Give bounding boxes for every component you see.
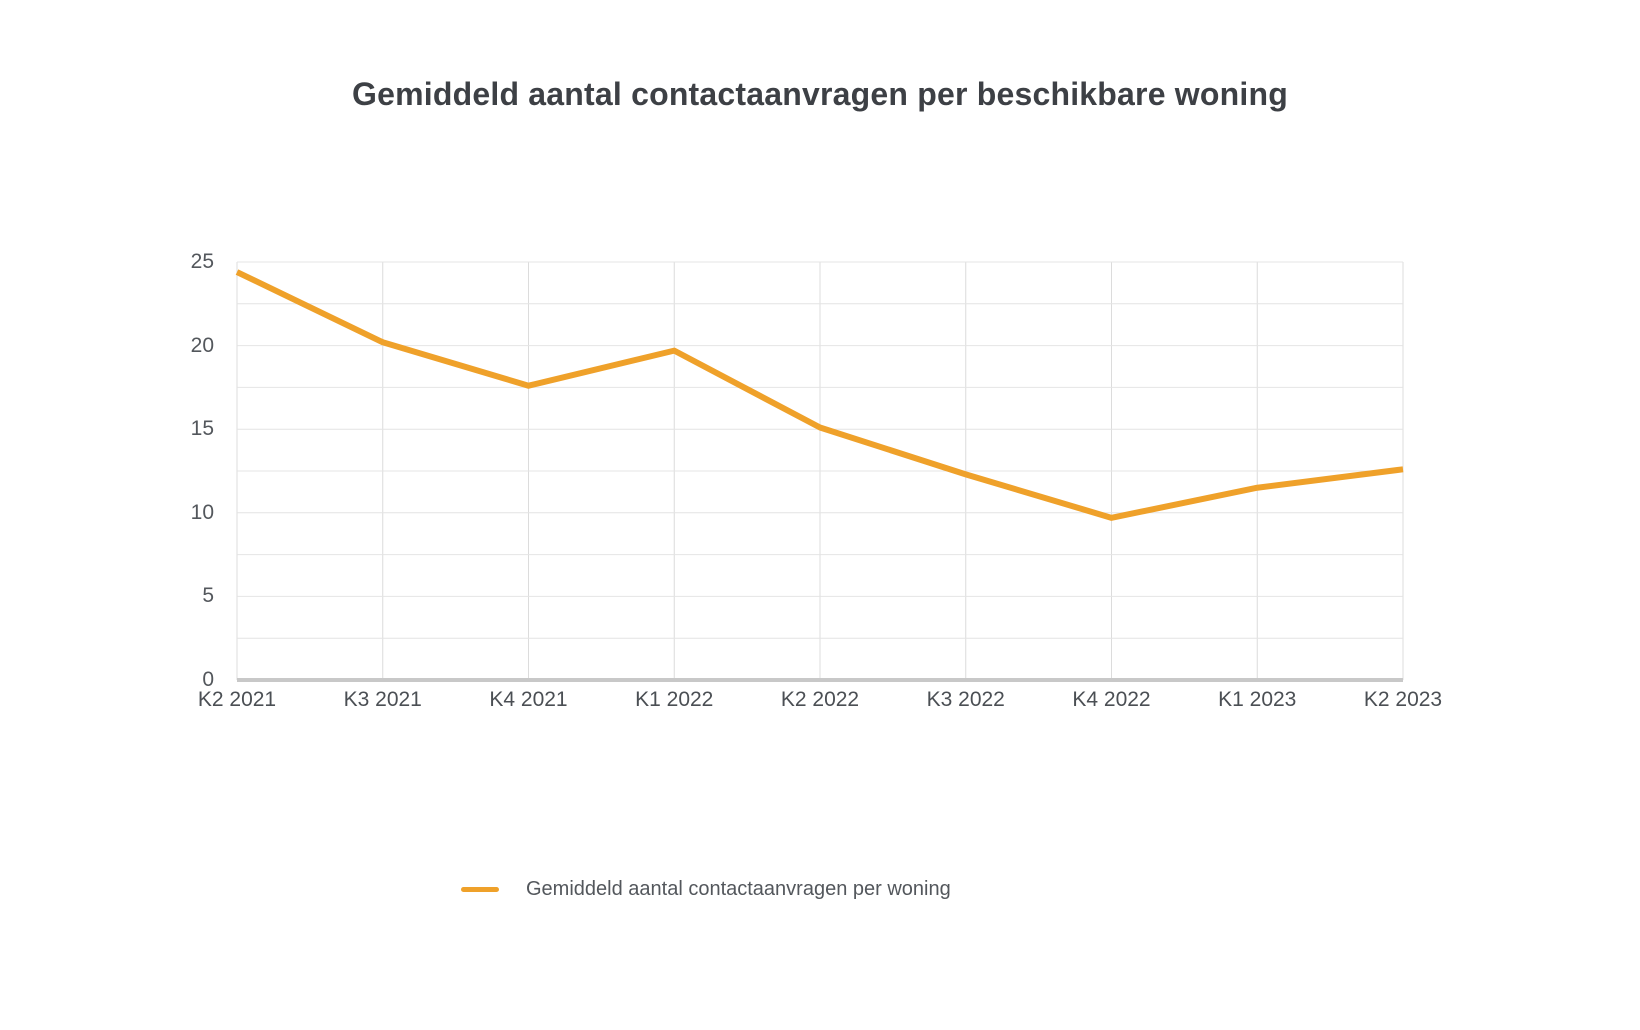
- x-axis-label: K3 2021: [343, 688, 422, 711]
- x-axis-label: K2 2023: [1363, 688, 1443, 711]
- x-axis-label: K2 2022: [780, 688, 860, 711]
- x-axis-label: K1 2023: [1218, 688, 1297, 711]
- y-axis-label: 20: [190, 333, 214, 357]
- y-axis-label: 0: [202, 668, 214, 691]
- legend-label: Gemiddeld aantal contactaanvragen per wo…: [526, 878, 951, 900]
- x-axis-label: K4 2021: [489, 688, 568, 711]
- chart-title: Gemiddeld aantal contactaanvragen per be…: [352, 76, 1288, 112]
- x-axis-label: K1 2022: [635, 688, 714, 711]
- y-axis-label: 10: [190, 500, 214, 524]
- x-axis-label: K4 2022: [1072, 688, 1151, 711]
- legend: Gemiddeld aantal contactaanvragen per wo…: [461, 878, 951, 901]
- y-axis-label: 25: [190, 250, 214, 273]
- y-axis-label: 5: [202, 584, 214, 608]
- legend-line-swatch: [461, 887, 499, 892]
- x-axis-label: K2 2021: [197, 688, 277, 711]
- data-line-series: [235, 269, 1404, 521]
- x-axis-label: K3 2022: [926, 688, 1005, 711]
- y-axis-label: 15: [190, 417, 214, 441]
